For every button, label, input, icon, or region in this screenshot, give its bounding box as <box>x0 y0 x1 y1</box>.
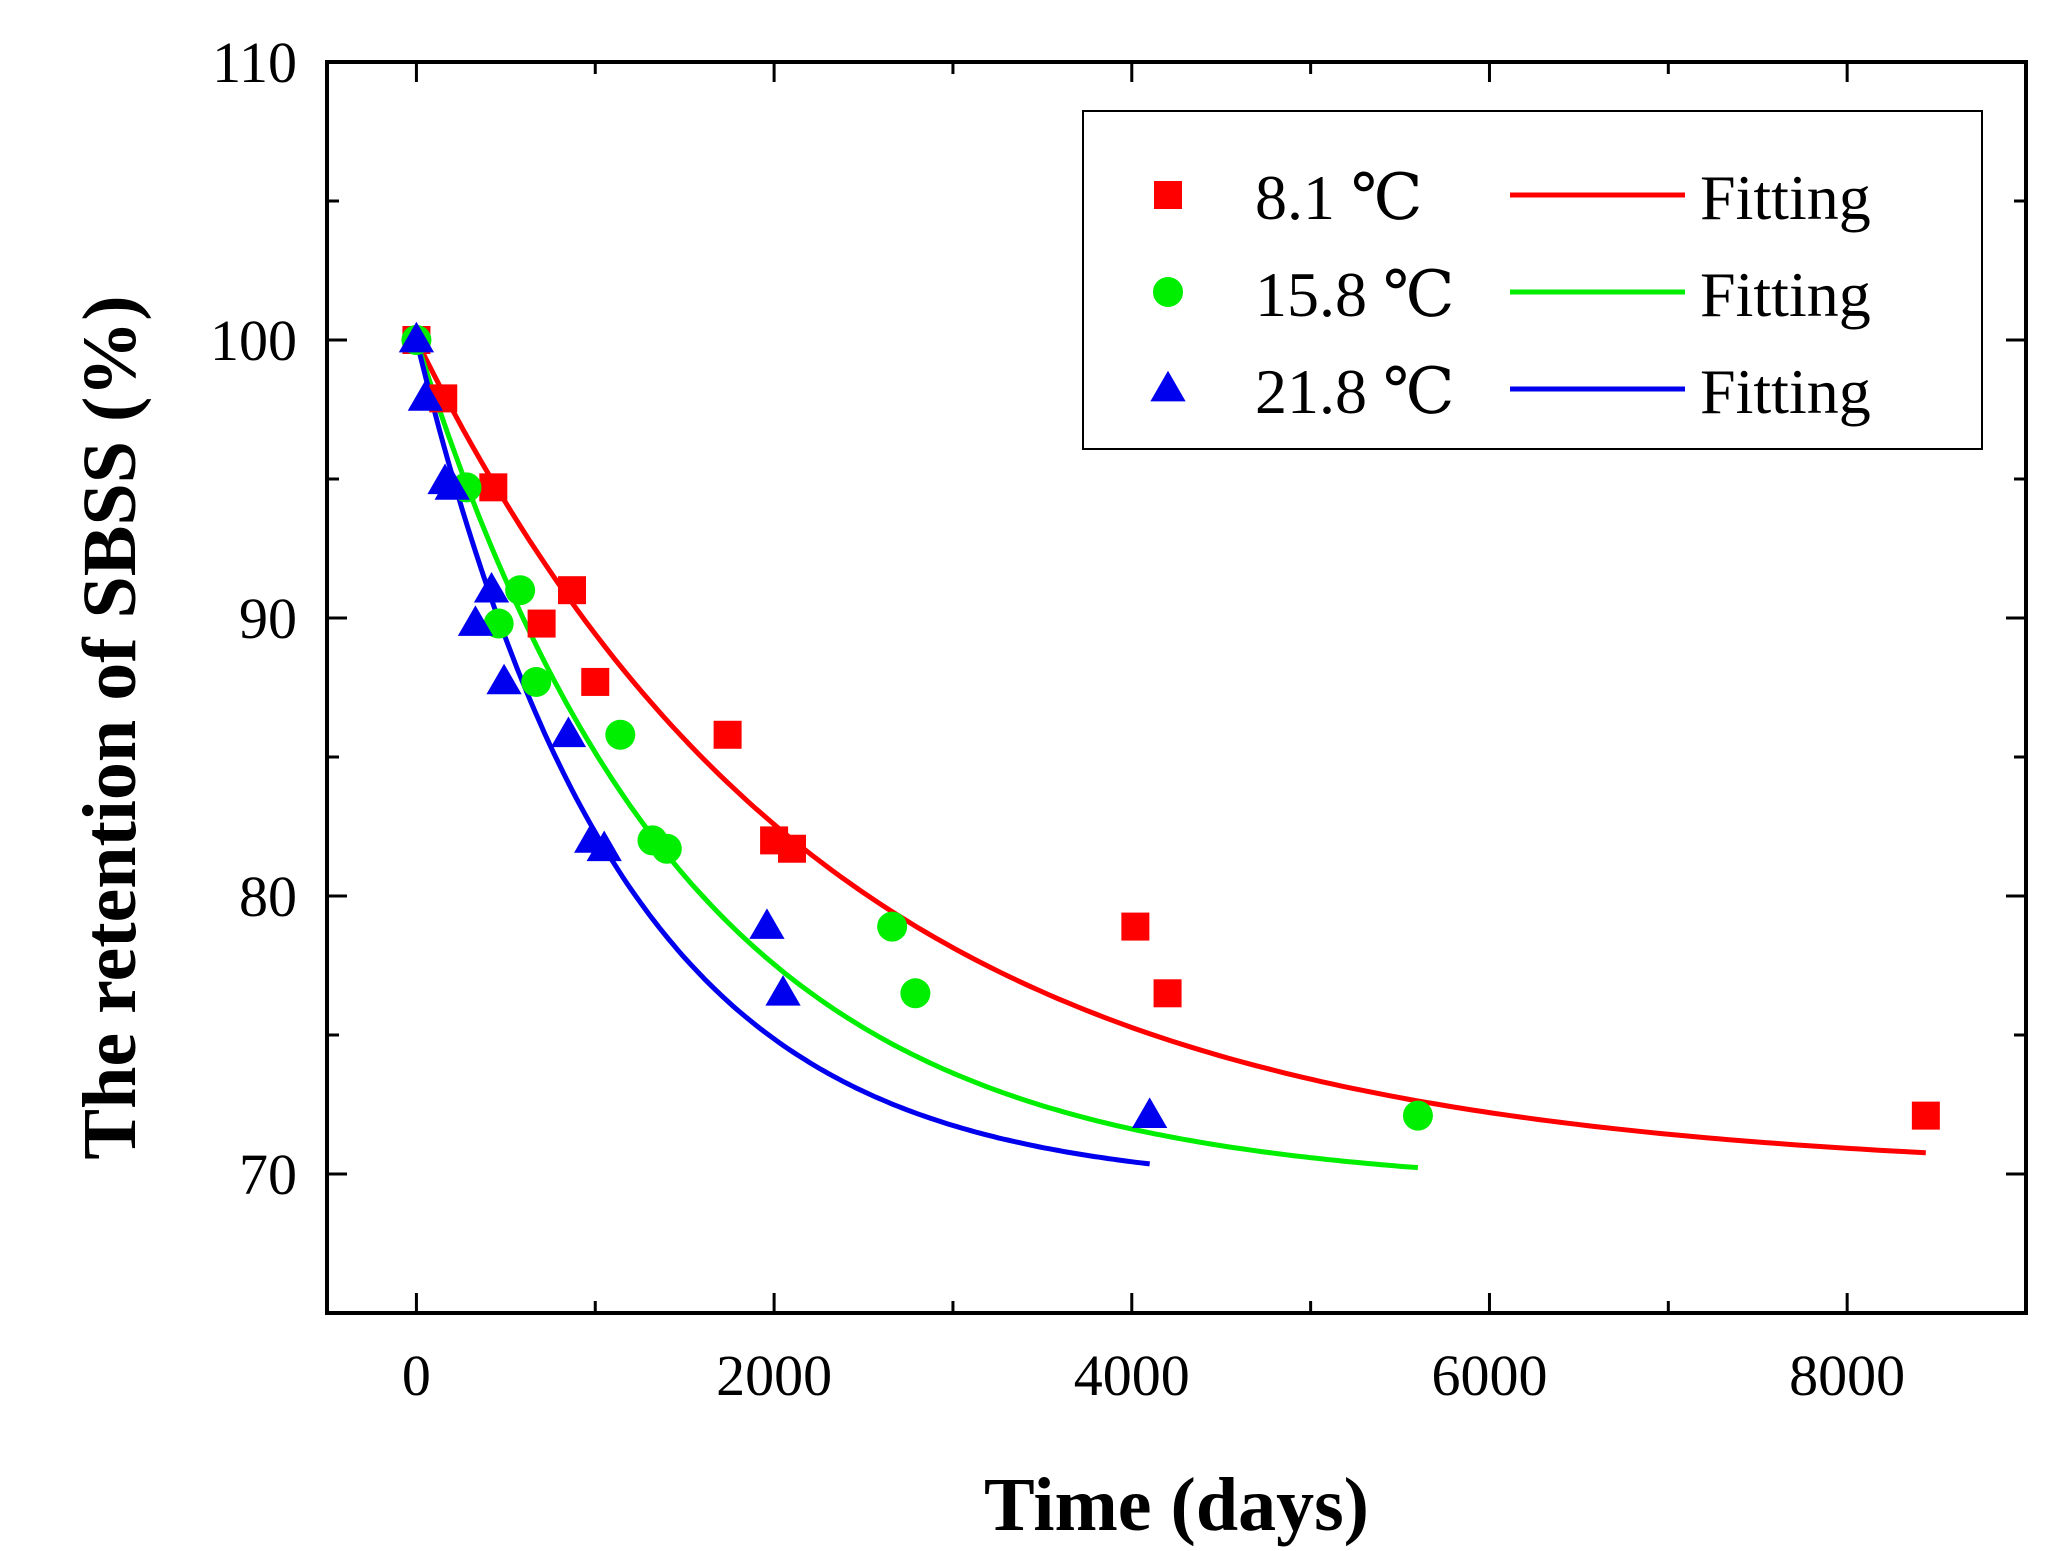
legend-label: 8.1 ℃ <box>1255 162 1423 233</box>
y-tick-label: 110 <box>212 30 297 95</box>
x-tick-label: 2000 <box>716 1343 832 1408</box>
y-tick-label: 80 <box>239 864 297 929</box>
y-axis-title: The retention of SBSS (%) <box>68 295 152 1159</box>
data-point-series-2 <box>605 719 636 750</box>
data-point-series-3 <box>473 571 510 603</box>
data-point-series-1 <box>1121 912 1150 941</box>
x-tick-label: 6000 <box>1431 1343 1547 1408</box>
plot-frame <box>325 60 2028 1315</box>
legend-marker <box>1154 181 1182 209</box>
data-point-series-3 <box>486 663 522 695</box>
data-point-series-3 <box>550 716 587 748</box>
y-axis-ticks: 70 80 90 100 110 <box>210 30 2026 1315</box>
data-point-series-1 <box>777 834 806 863</box>
data-point-series-2 <box>1402 1100 1433 1131</box>
data-point-series-2 <box>877 911 908 942</box>
x-axis-title: Time (days) <box>984 1463 1369 1547</box>
data-point-series-3 <box>765 975 801 1006</box>
x-axis-ticks: 0 2000 4000 6000 8000 <box>402 62 2028 1408</box>
data-point-series-2 <box>900 978 931 1009</box>
data-point-series-2 <box>505 575 536 606</box>
data-point-series-2 <box>483 608 514 639</box>
data-point-series-3 <box>407 380 444 411</box>
fit-line-series-1 <box>414 338 1926 1156</box>
plot-border <box>325 60 2028 1315</box>
data-point-series-1 <box>527 609 556 638</box>
fit-lines <box>413 338 1926 1171</box>
data-point-series-1 <box>1911 1101 1940 1130</box>
data-point-series-1 <box>479 473 508 502</box>
legend-box <box>1082 110 1983 450</box>
x-tick-label: 0 <box>402 1343 431 1408</box>
data-point-series-2 <box>521 666 552 697</box>
data-point-series-1 <box>713 720 742 749</box>
y-tick-label: 90 <box>239 586 297 651</box>
x-tick-label: 4000 <box>1074 1343 1190 1408</box>
legend-fit-label: Fitting <box>1700 259 1871 330</box>
y-tick-label: 100 <box>210 308 297 373</box>
data-point-series-1 <box>558 576 587 605</box>
fit-line-series-3 <box>413 339 1150 1167</box>
y-tick-label: 70 <box>239 1142 297 1207</box>
legend-fit-label: Fitting <box>1700 356 1871 427</box>
fit-line-series-2 <box>414 339 1419 1171</box>
data-point-series-1 <box>581 667 610 696</box>
data-point-series-3 <box>1132 1097 1168 1128</box>
data-point-series-3 <box>457 605 494 636</box>
data-point-series-3 <box>434 469 470 500</box>
legend-fit-label: Fitting <box>1700 162 1871 233</box>
legend-label: 15.8 ℃ <box>1255 259 1455 330</box>
legend: 8.1 ℃ Fitting 15.8 ℃ Fitting 21.8 ℃ Fitting <box>1082 110 1983 450</box>
x-tick-label: 8000 <box>1789 1343 1905 1408</box>
data-point-series-1 <box>1153 979 1182 1008</box>
data-markers <box>398 321 1940 1131</box>
legend-label: 21.8 ℃ <box>1255 356 1455 427</box>
data-point-series-3 <box>749 908 785 939</box>
legend-marker <box>1153 277 1183 307</box>
legend-marker <box>1150 370 1186 402</box>
data-point-series-3 <box>586 830 622 862</box>
data-point-series-3 <box>398 321 435 353</box>
data-point-series-2 <box>651 833 682 864</box>
